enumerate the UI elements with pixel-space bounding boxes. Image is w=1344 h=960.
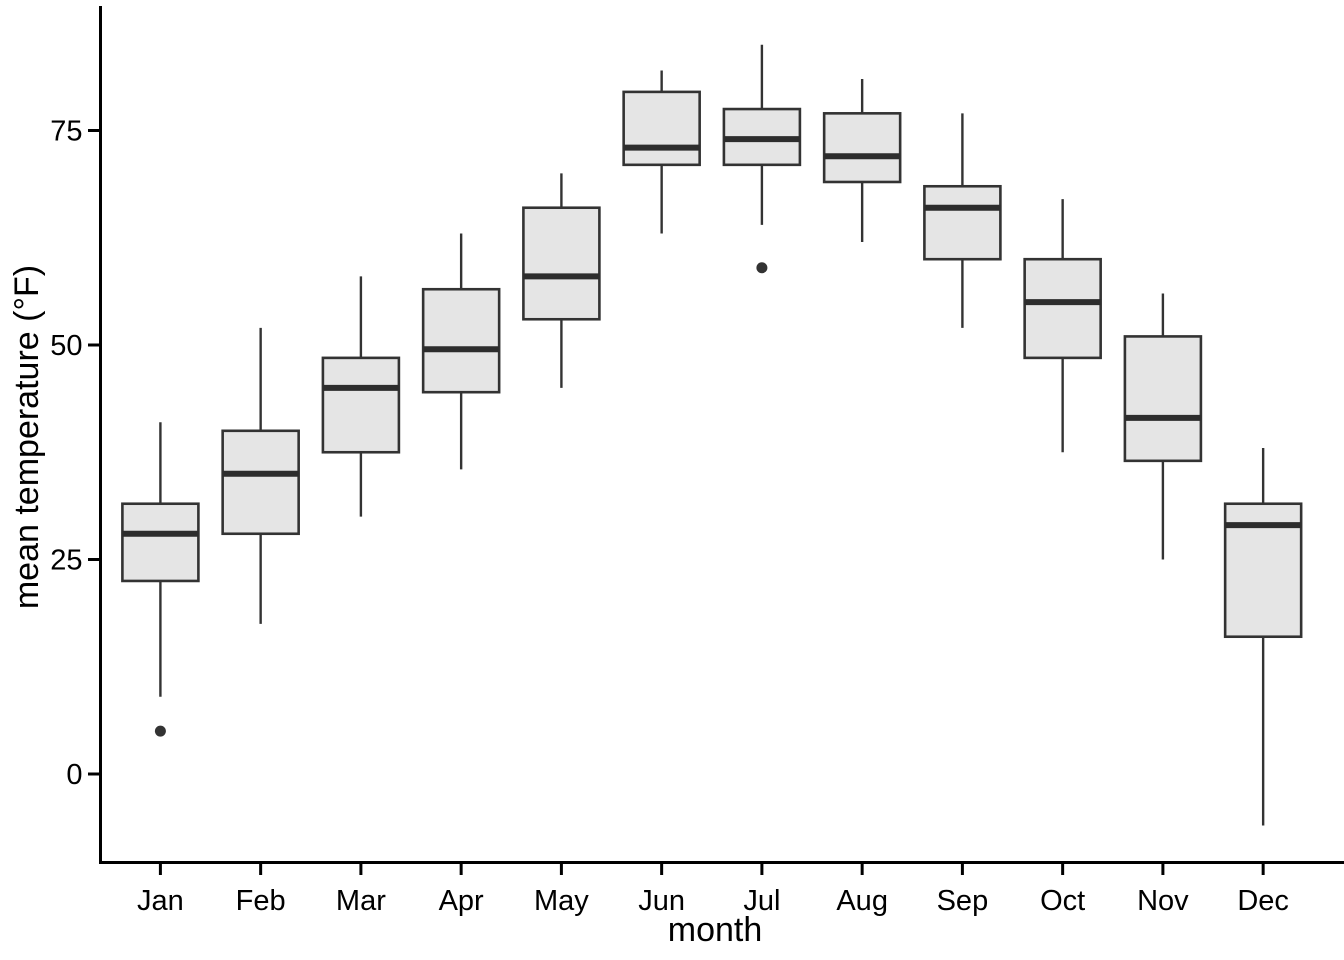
box-Aug	[822, 112, 902, 184]
x-tick-label-Dec: Dec	[1237, 885, 1289, 917]
x-tick-label-Mar: Mar	[336, 885, 386, 917]
box-Sep	[923, 184, 1002, 261]
x-tick-label-Oct: Oct	[1040, 885, 1085, 917]
y-tick-label-0: 0	[66, 759, 82, 791]
x-tick-label-Nov: Nov	[1137, 885, 1189, 917]
x-axis-title: month	[668, 911, 763, 949]
x-tick-label-Jan: Jan	[137, 885, 184, 917]
x-tick-label-Jun: Jun	[638, 885, 685, 917]
outlier-Jan-0	[154, 725, 166, 737]
box-Jan	[121, 502, 200, 583]
y-tick-label-50: 50	[50, 330, 82, 362]
box-layer	[121, 44, 1303, 826]
box-Nov	[1123, 335, 1203, 463]
y-axis-title: mean temperature (°F)	[8, 265, 46, 609]
x-tick-label-Aug: Aug	[836, 885, 888, 917]
x-tick-label-Jul: Jul	[743, 885, 780, 917]
x-tick-label-Apr: Apr	[439, 885, 484, 917]
box-Apr	[421, 287, 501, 394]
y-tick-label-25: 25	[50, 545, 82, 577]
box-Oct	[1023, 257, 1102, 360]
box-May	[522, 206, 601, 321]
x-tick-label-Sep: Sep	[937, 885, 989, 917]
x-tick-label-Feb: Feb	[236, 885, 286, 917]
axes-layer: 0 25 50 75 Jan Feb Mar Apr May Jun Jul Aug Sep Oct Nov…	[50, 6, 1344, 917]
box-Jun	[622, 90, 701, 167]
box-Mar	[321, 356, 401, 454]
outlier-Jul-0	[756, 262, 768, 274]
y-tick-label-75: 75	[50, 116, 82, 148]
box-Feb	[221, 429, 300, 536]
x-tick-label-May: May	[534, 885, 589, 917]
